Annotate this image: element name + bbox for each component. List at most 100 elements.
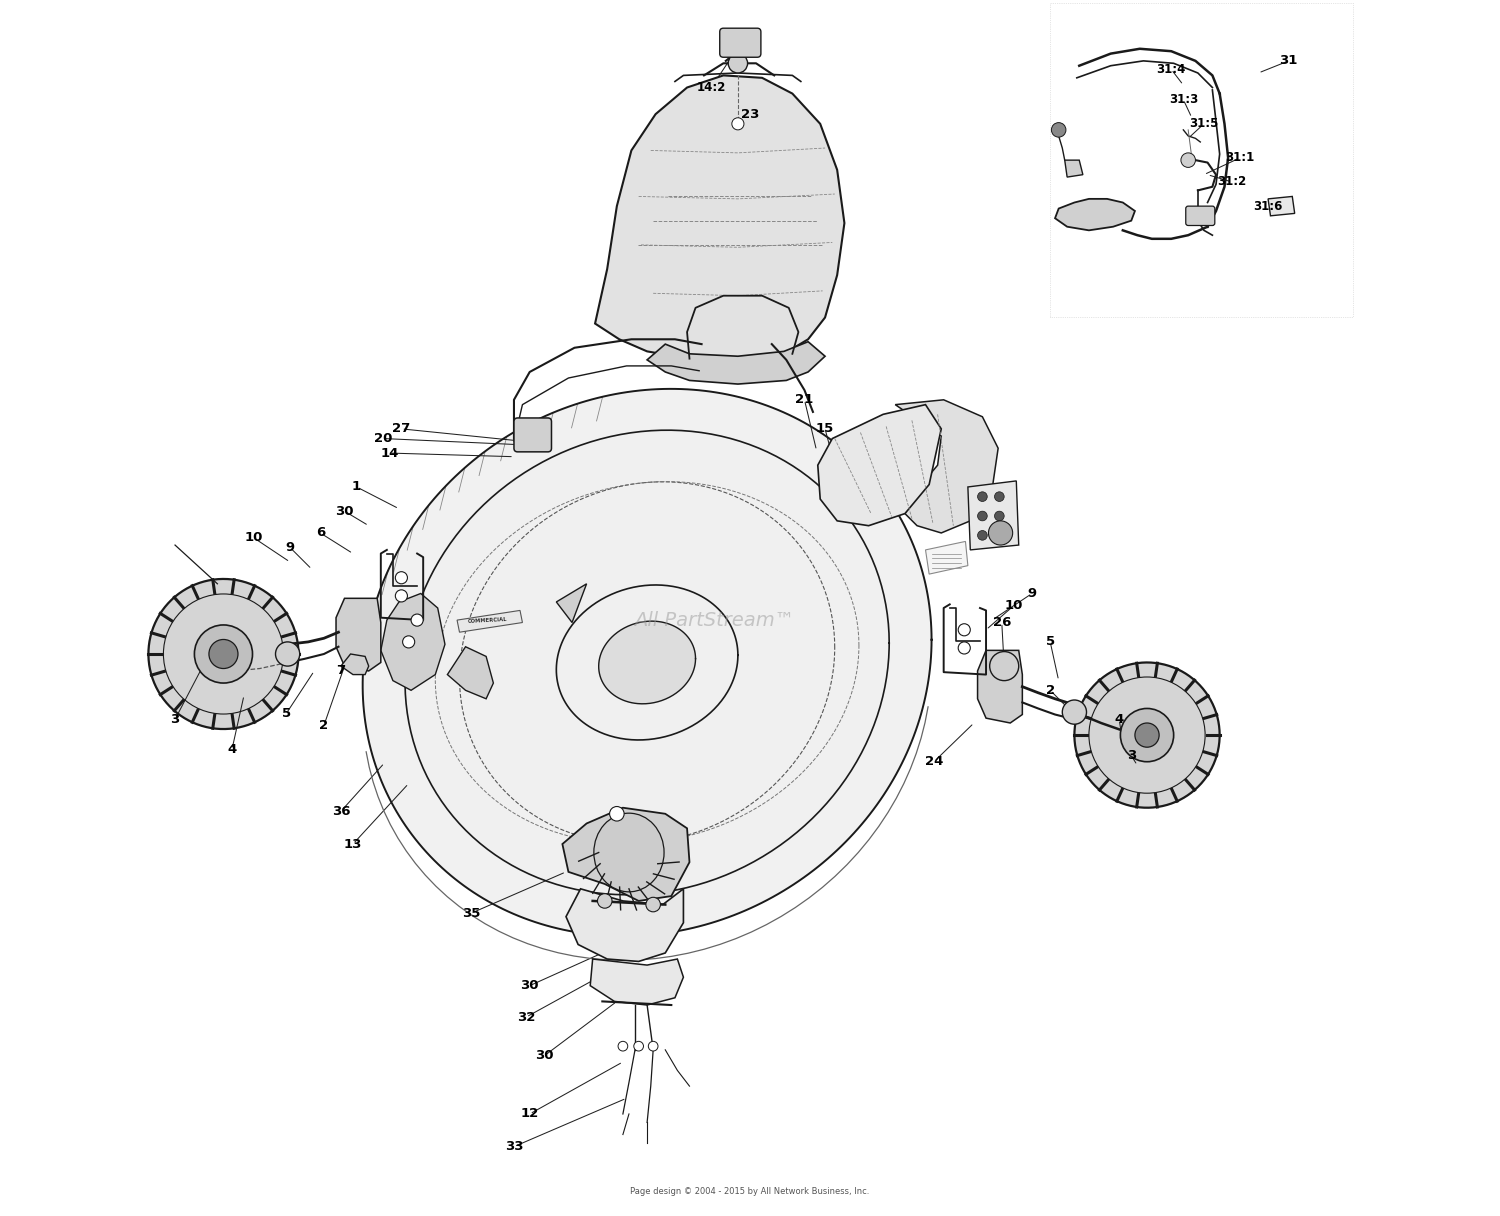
Text: 20: 20 [374, 432, 393, 445]
Circle shape [648, 1041, 658, 1051]
Circle shape [994, 511, 1004, 520]
Polygon shape [1065, 161, 1083, 178]
Polygon shape [363, 389, 932, 936]
Text: 1: 1 [352, 480, 362, 494]
Text: 23: 23 [741, 108, 759, 120]
Text: 33: 33 [504, 1141, 524, 1153]
Text: 15: 15 [816, 422, 834, 435]
Text: COMMERCIAL: COMMERCIAL [468, 617, 507, 624]
Text: 36: 36 [332, 805, 350, 818]
Text: 14:2: 14:2 [696, 81, 726, 94]
Polygon shape [381, 593, 446, 691]
Text: 31:2: 31:2 [1216, 175, 1246, 188]
Text: 2: 2 [320, 719, 328, 732]
Polygon shape [556, 584, 586, 623]
Polygon shape [562, 807, 690, 901]
Text: 6: 6 [315, 527, 326, 540]
Circle shape [276, 642, 300, 666]
Circle shape [994, 530, 1004, 540]
Text: 4: 4 [1114, 713, 1124, 726]
Circle shape [978, 511, 987, 520]
Text: 13: 13 [344, 838, 362, 850]
Circle shape [597, 894, 612, 908]
Text: 10: 10 [1005, 599, 1023, 612]
Circle shape [728, 54, 747, 73]
Polygon shape [336, 598, 381, 671]
Text: 3: 3 [1126, 749, 1136, 762]
Polygon shape [596, 75, 844, 360]
Circle shape [994, 491, 1004, 501]
Polygon shape [646, 342, 825, 384]
Circle shape [411, 614, 423, 626]
Text: 4: 4 [228, 743, 237, 756]
Text: 10: 10 [244, 531, 262, 545]
Polygon shape [968, 480, 1018, 550]
Text: 3: 3 [171, 713, 180, 726]
Circle shape [195, 625, 252, 683]
Polygon shape [1074, 663, 1220, 807]
Polygon shape [978, 651, 1023, 724]
Text: 31:5: 31:5 [1190, 117, 1218, 130]
Circle shape [646, 897, 660, 912]
Text: 21: 21 [795, 393, 813, 406]
Polygon shape [340, 654, 369, 675]
Polygon shape [896, 400, 998, 533]
Polygon shape [148, 579, 298, 730]
FancyBboxPatch shape [1186, 207, 1215, 225]
Circle shape [988, 520, 1012, 545]
Text: 32: 32 [518, 1010, 536, 1024]
Text: 9: 9 [285, 541, 294, 554]
Text: All PartStream™: All PartStream™ [633, 610, 794, 630]
Circle shape [396, 590, 408, 602]
Polygon shape [598, 621, 696, 704]
Circle shape [978, 491, 987, 501]
Text: 35: 35 [462, 907, 482, 919]
Text: 31:4: 31:4 [1156, 63, 1186, 75]
Ellipse shape [594, 814, 664, 891]
Circle shape [609, 806, 624, 821]
Circle shape [732, 118, 744, 130]
Text: 31:1: 31:1 [1226, 151, 1256, 164]
Polygon shape [566, 889, 684, 962]
Circle shape [978, 530, 987, 540]
Text: Page design © 2004 - 2015 by All Network Business, Inc.: Page design © 2004 - 2015 by All Network… [630, 1187, 870, 1195]
Circle shape [958, 642, 970, 654]
Text: 14: 14 [380, 446, 399, 460]
Circle shape [1180, 153, 1196, 168]
Circle shape [209, 640, 238, 669]
Text: 7: 7 [336, 664, 345, 677]
Text: 26: 26 [993, 617, 1011, 629]
Polygon shape [447, 647, 494, 699]
Text: 30: 30 [536, 1049, 554, 1063]
Circle shape [634, 1041, 644, 1051]
Polygon shape [1054, 199, 1136, 230]
Circle shape [1052, 123, 1066, 137]
Polygon shape [1268, 197, 1294, 215]
Polygon shape [818, 405, 942, 525]
Text: 30: 30 [336, 505, 354, 518]
Text: 12: 12 [520, 1108, 538, 1120]
Text: 5: 5 [1046, 636, 1054, 648]
Text: 2: 2 [1046, 683, 1054, 697]
Circle shape [990, 652, 1018, 681]
Circle shape [1062, 700, 1086, 725]
Text: 27: 27 [393, 422, 411, 435]
Circle shape [396, 572, 408, 584]
Circle shape [958, 624, 970, 636]
Polygon shape [458, 610, 522, 632]
Text: 5: 5 [282, 706, 291, 720]
Text: 24: 24 [926, 755, 944, 769]
Text: 30: 30 [520, 979, 538, 992]
FancyBboxPatch shape [720, 28, 760, 57]
Text: 31:3: 31:3 [1168, 94, 1198, 106]
Text: 31:6: 31:6 [1254, 199, 1282, 213]
Polygon shape [590, 959, 684, 1006]
Polygon shape [405, 430, 890, 895]
Circle shape [1136, 724, 1160, 747]
Polygon shape [926, 541, 968, 574]
Text: 9: 9 [1028, 587, 1036, 599]
Text: 31: 31 [1280, 55, 1298, 67]
FancyBboxPatch shape [514, 418, 552, 452]
Circle shape [1120, 709, 1173, 761]
Circle shape [618, 1041, 627, 1051]
